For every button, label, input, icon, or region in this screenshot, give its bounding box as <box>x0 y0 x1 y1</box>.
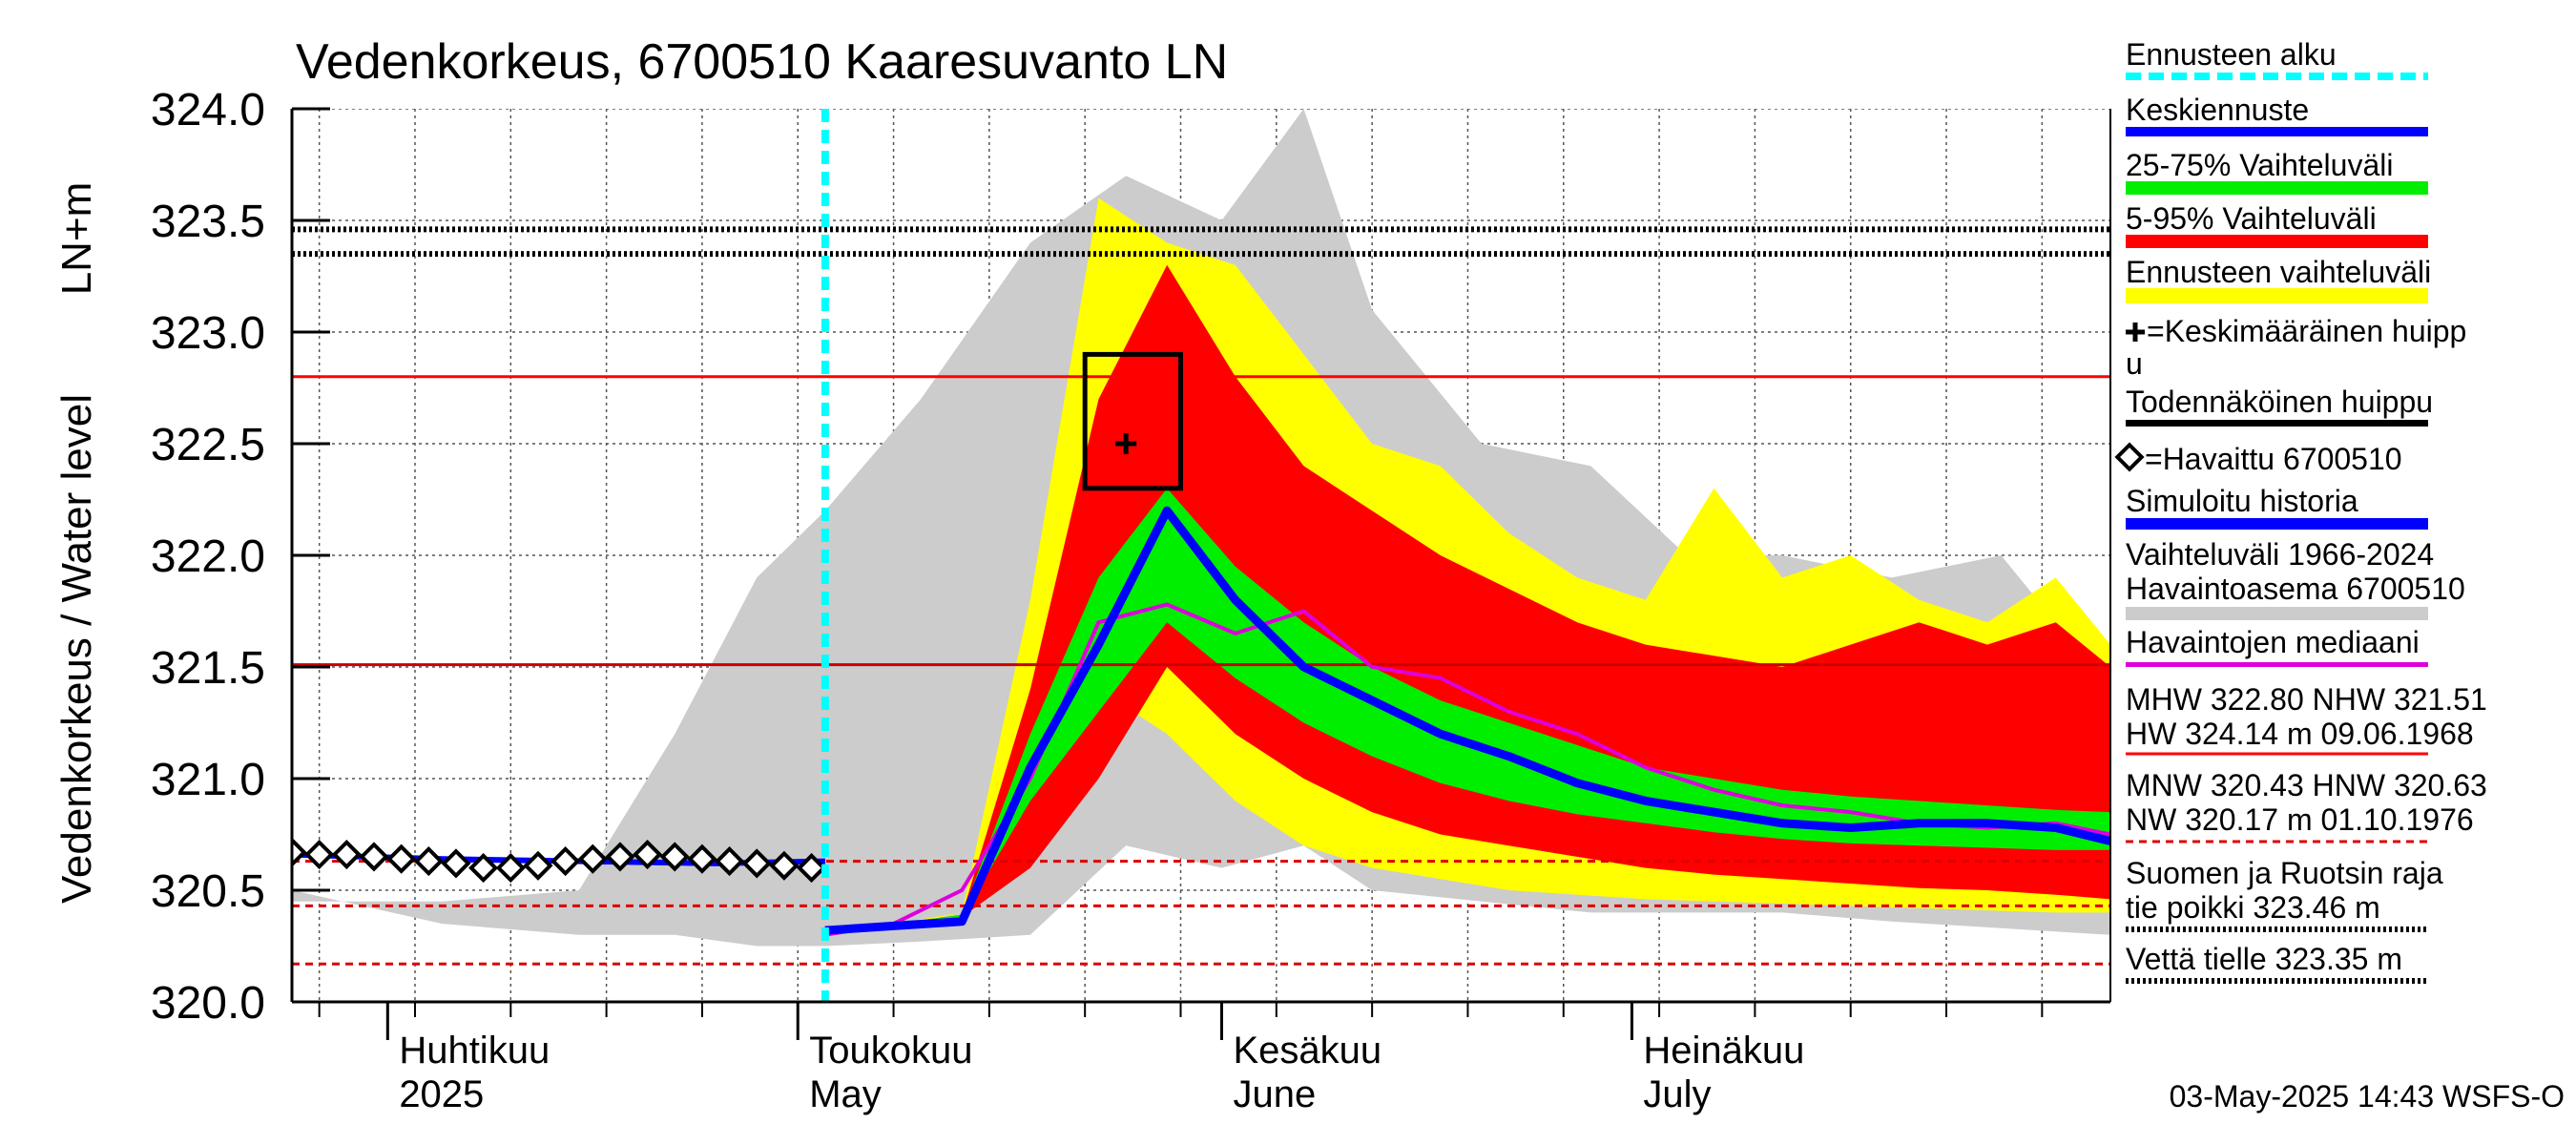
legend-forecast-range-label: Ennusteen vaihteluväli <box>2126 255 2431 289</box>
legend-band-25-75-label: 25-75% Vaihteluväli <box>2126 148 2393 182</box>
legend: Ennusteen alku Keskiennuste 25-75% Vaiht… <box>2114 37 2487 984</box>
legend-low-stats: MNW 320.43 HNW 320.63 <box>2126 768 2487 802</box>
legend-median-swatch <box>2126 662 2428 667</box>
observation-marker <box>495 853 526 884</box>
legend-observed-diamond-icon <box>2114 442 2145 472</box>
x-month-label: Huhtikuu <box>399 1030 550 1072</box>
legend-probable-peak-swatch <box>2126 420 2428 427</box>
x-month-sublabel: May <box>809 1073 882 1115</box>
legend-low-stats-2: NW 320.17 m 01.10.1976 <box>2126 802 2474 837</box>
probable-peak-box <box>1082 351 1184 491</box>
observation-marker <box>304 840 335 870</box>
plot-area: 320.0 320.5 321.0 321.5 322.0 322.5 323.0 323.5… <box>151 85 2111 1115</box>
x-month-label: Heinäkuu <box>1643 1030 1804 1072</box>
legend-border-label: Suomen ja Ruotsin raja <box>2126 856 2443 890</box>
observation-marker <box>769 850 800 881</box>
y-tick-label: 324.0 <box>151 85 265 135</box>
x-month-label: Kesäkuu <box>1233 1030 1381 1072</box>
legend-mean-peak-label: =Keskimääräinen huipp <box>2147 314 2466 348</box>
observation-marker <box>292 837 307 867</box>
y-tick-label: 320.0 <box>151 978 265 1029</box>
x-month-sublabel: 2025 <box>399 1073 484 1115</box>
y-axis-unit: LN+m <box>53 182 100 296</box>
legend-observed-label: =Havaittu 6700510 <box>2145 442 2402 476</box>
observation-marker <box>633 840 663 870</box>
mean-peak-marker <box>1115 433 1137 454</box>
legend-history-swatch <box>2126 607 2428 620</box>
observation-marker <box>551 846 581 877</box>
legend-forecast-range-swatch <box>2126 288 2428 303</box>
observation-marker <box>687 843 717 874</box>
y-tick-label: 320.5 <box>151 866 265 917</box>
y-tick-label: 321.5 <box>151 643 265 694</box>
mean-forecast-line <box>824 506 2110 935</box>
timestamp-footer: 03-May-2025 14:43 WSFS-O <box>2170 1079 2565 1114</box>
legend-band-5-95-swatch <box>2126 235 2428 248</box>
legend-mean-forecast-label: Keskiennuste <box>2126 93 2309 127</box>
legend-mean-peak-icon <box>2126 323 2145 342</box>
legend-mean-peak-label-wrap: u <box>2126 346 2143 381</box>
x-month-label: Toukokuu <box>809 1030 972 1072</box>
observation-marker <box>797 853 827 884</box>
observation-marker <box>523 850 553 881</box>
legend-median-label: Havaintojen mediaani <box>2126 625 2420 659</box>
legend-history-label-2: Havaintoasema 6700510 <box>2126 572 2465 606</box>
y-tick-label: 321.0 <box>151 755 265 805</box>
x-month-sublabel: July <box>1643 1073 1711 1115</box>
legend-mean-forecast-swatch <box>2126 127 2428 136</box>
y-tick-label: 322.5 <box>151 420 265 470</box>
observation-marker <box>359 842 389 872</box>
observation-marker <box>386 843 417 874</box>
y-tick-label: 323.5 <box>151 197 265 247</box>
legend-simulated-label: Simuloitu historia <box>2126 484 2358 518</box>
legend-history-label: Vaihteluväli 1966-2024 <box>2126 537 2434 572</box>
observation-marker <box>441 848 471 879</box>
observation-marker <box>605 842 635 872</box>
observation-marker <box>468 853 499 884</box>
observation-marker <box>577 843 608 874</box>
legend-probable-peak-label: Todennäköinen huippu <box>2126 385 2433 419</box>
y-axis-label: Vedenkorkeus / Water level <box>53 394 100 904</box>
observation-marker <box>741 848 772 879</box>
legend-band-25-75-swatch <box>2126 181 2428 195</box>
legend-simulated-swatch <box>2126 518 2428 530</box>
plot-content <box>292 109 2110 1002</box>
chart-title: Vedenkorkeus, 6700510 Kaaresuvanto LN <box>296 34 1228 90</box>
legend-high-stats-2: HW 324.14 m 09.06.1968 <box>2126 717 2474 751</box>
x-month-sublabel: June <box>1233 1073 1316 1115</box>
observation-marker <box>659 842 690 872</box>
legend-road-label: Vettä tielle 323.35 m <box>2126 942 2402 976</box>
observation-marker <box>413 846 444 877</box>
legend-band-5-95-label: 5-95% Vaihteluväli <box>2126 201 2377 236</box>
legend-border-label-2: tie poikki 323.46 m <box>2126 890 2380 925</box>
legend-high-stats: MHW 322.80 NHW 321.51 <box>2126 682 2487 717</box>
y-tick-label: 322.0 <box>151 531 265 582</box>
legend-forecast-start-label: Ennusteen alku <box>2126 37 2337 72</box>
y-tick-label: 323.0 <box>151 308 265 359</box>
band-5-95 <box>824 264 2110 935</box>
observation-marker <box>331 840 362 870</box>
observation-marker <box>715 846 745 877</box>
